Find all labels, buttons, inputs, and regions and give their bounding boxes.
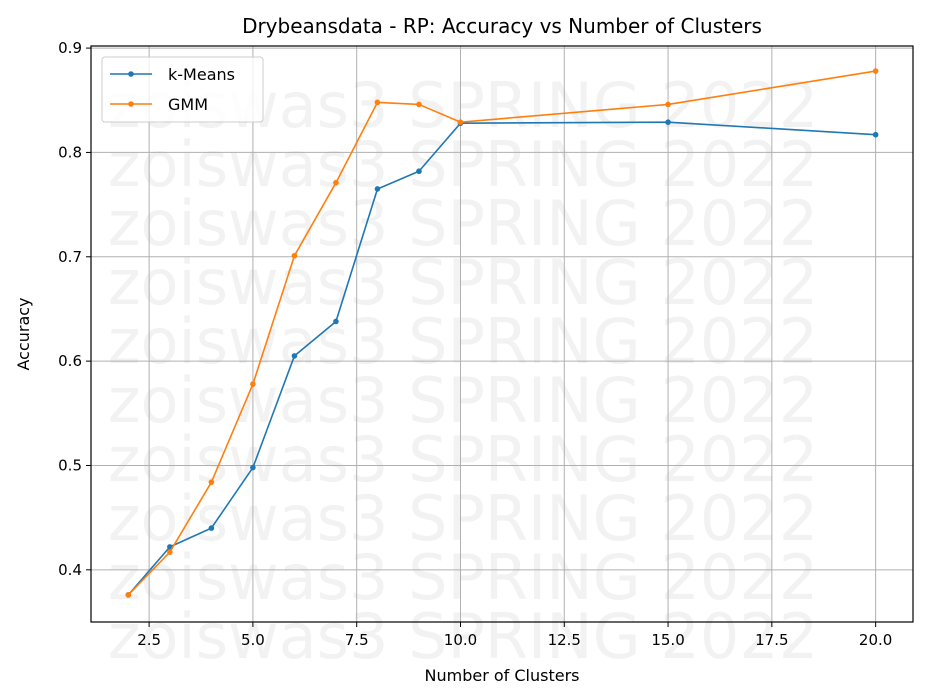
- gmm-point: [208, 479, 215, 485]
- x-tick-label: 7.5: [345, 631, 369, 649]
- watermark-text: zoiswas3 SPRING 2022: [108, 128, 818, 201]
- y-tick-label: 0.9: [58, 39, 82, 57]
- gmm-point: [250, 381, 256, 387]
- plot-frame: [90, 45, 914, 623]
- x-tick-label: 5.0: [241, 631, 265, 649]
- k-means-point: [374, 186, 381, 192]
- y-axis-label: Accuracy: [14, 297, 33, 370]
- watermark-text: zoiswas3 SPRING 2022: [108, 541, 818, 614]
- watermark-text: zoiswas3 SPRING 2022: [108, 600, 818, 673]
- watermark-text: zoiswas3 SPRING 2022: [108, 364, 818, 437]
- x-tick-label: 10.0: [444, 631, 477, 649]
- k-means-point: [250, 464, 256, 471]
- legend-label-k-means: k-Means: [168, 65, 235, 84]
- x-tick-label: 17.5: [755, 631, 788, 649]
- k-means-point: [872, 131, 879, 138]
- series-gmm: [125, 68, 879, 598]
- watermark-text: zoiswas3 SPRING 2022: [108, 187, 818, 260]
- gmm-point: [374, 99, 381, 106]
- y-tick-label: 0.5: [58, 456, 82, 474]
- grid-lines: [91, 46, 913, 622]
- k-means-point: [333, 318, 339, 325]
- watermark-text: zoiswas3 SPRING 2022: [108, 246, 818, 319]
- legend-marker-k-means: [128, 71, 134, 77]
- gmm-point: [125, 592, 132, 598]
- gmm-point: [457, 119, 464, 125]
- x-axis-label: Number of Clusters: [425, 666, 580, 685]
- x-axis-ticks: 2.5 5.0 7.5 10.0 12.5 15.0 17.5 20.0: [137, 622, 892, 649]
- x-tick-label: 15.0: [651, 631, 684, 649]
- series-layer: [125, 68, 879, 598]
- x-tick-label: 12.5: [548, 631, 581, 649]
- gmm-point: [872, 68, 879, 74]
- legend-marker-gmm: [128, 101, 134, 107]
- series-k-means: [125, 119, 879, 598]
- x-tick-label: 2.5: [137, 631, 161, 649]
- chart-title: Drybeansdata - RP: Accuracy vs Number of…: [242, 14, 762, 38]
- k-means-point: [416, 168, 422, 175]
- gmm-point: [167, 549, 173, 555]
- y-tick-label: 0.6: [58, 352, 82, 370]
- gmm-point: [291, 252, 298, 259]
- gmm-point: [665, 101, 671, 108]
- y-tick-label: 0.4: [58, 561, 82, 579]
- k-means-point: [291, 353, 298, 359]
- watermark-text: zoiswas3 SPRING 2022: [108, 305, 818, 378]
- k-means-point: [208, 525, 215, 531]
- x-tick-label: 20.0: [859, 631, 892, 649]
- y-tick-label: 0.7: [58, 248, 82, 266]
- y-axis-ticks: 0.4 0.5 0.6 0.7 0.8 0.9: [58, 39, 91, 579]
- legend: k-Means GMM: [101, 56, 264, 123]
- watermark-text: zoiswas3 SPRING 2022: [108, 423, 818, 496]
- gmm-point: [416, 101, 422, 108]
- watermark-text: zoiswas3 SPRING 2022: [108, 482, 818, 555]
- legend-label-gmm: GMM: [168, 95, 208, 114]
- gmm-point: [333, 179, 339, 186]
- y-tick-label: 0.8: [58, 143, 82, 161]
- k-means-point: [665, 119, 671, 125]
